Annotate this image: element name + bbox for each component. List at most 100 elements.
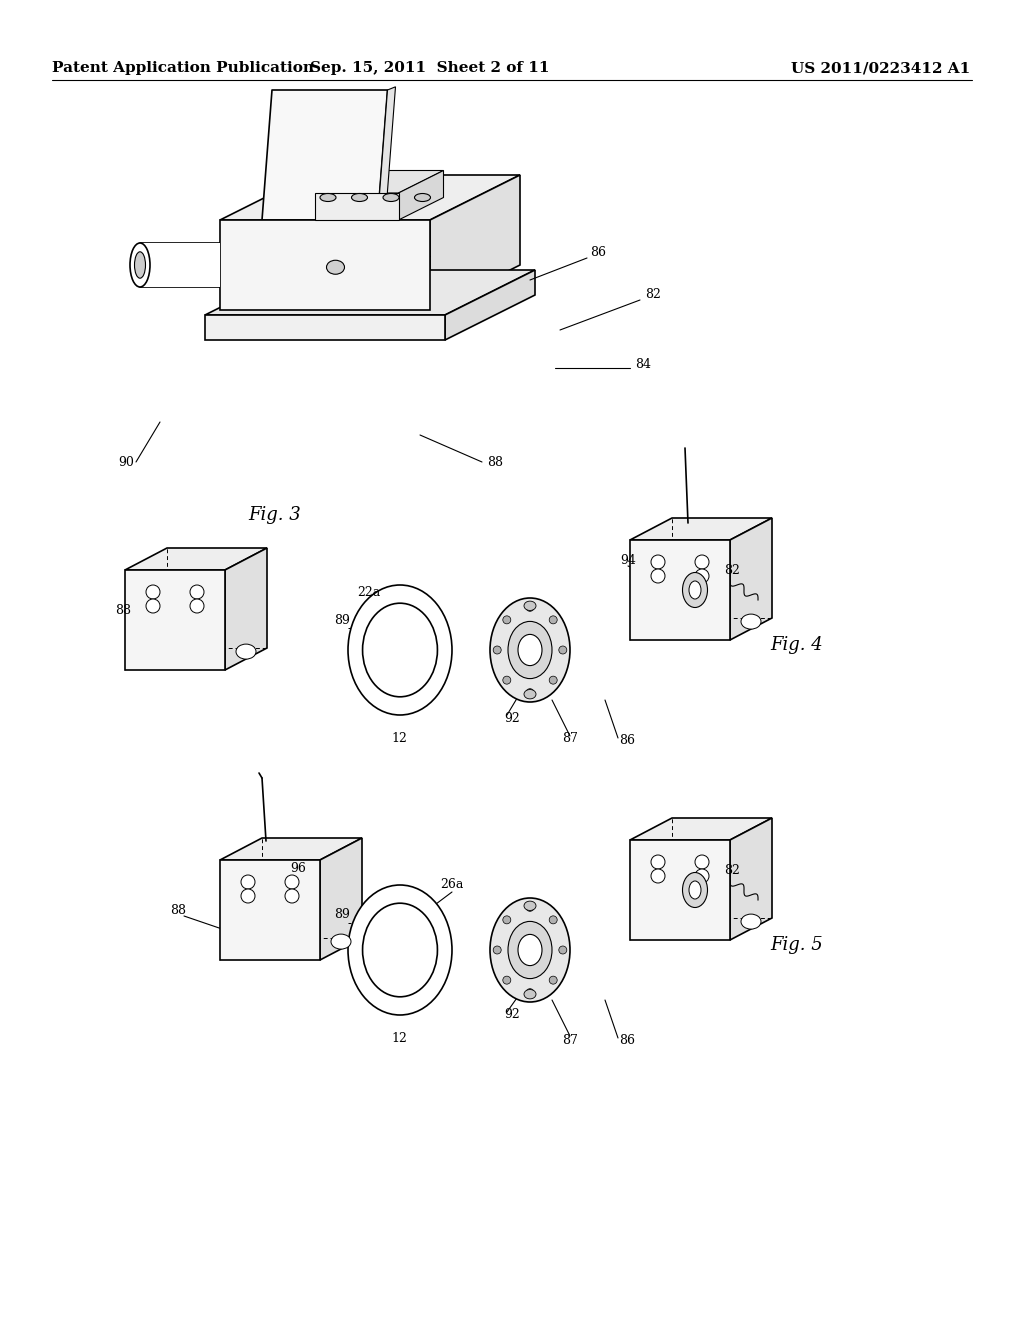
Polygon shape bbox=[262, 90, 387, 220]
Polygon shape bbox=[140, 243, 220, 286]
Circle shape bbox=[503, 916, 511, 924]
Text: 87: 87 bbox=[562, 1034, 578, 1047]
Ellipse shape bbox=[348, 585, 452, 715]
Text: 12: 12 bbox=[391, 731, 407, 744]
Ellipse shape bbox=[331, 935, 351, 949]
Circle shape bbox=[549, 676, 557, 684]
Ellipse shape bbox=[741, 614, 761, 630]
Polygon shape bbox=[630, 517, 772, 540]
Circle shape bbox=[503, 676, 511, 684]
Circle shape bbox=[285, 875, 299, 888]
Polygon shape bbox=[220, 861, 319, 960]
Text: Patent Application Publication: Patent Application Publication bbox=[52, 61, 314, 75]
Circle shape bbox=[651, 869, 665, 883]
Ellipse shape bbox=[319, 194, 336, 202]
Text: 84: 84 bbox=[635, 359, 651, 371]
Ellipse shape bbox=[362, 903, 437, 997]
Ellipse shape bbox=[683, 573, 708, 607]
Polygon shape bbox=[630, 540, 730, 640]
Ellipse shape bbox=[518, 935, 542, 966]
Text: 12: 12 bbox=[391, 1031, 407, 1044]
Text: Fig. 4: Fig. 4 bbox=[770, 636, 822, 653]
Text: 82: 82 bbox=[724, 863, 740, 876]
Text: 82: 82 bbox=[724, 564, 740, 577]
Ellipse shape bbox=[327, 260, 344, 275]
Polygon shape bbox=[730, 517, 772, 640]
Circle shape bbox=[241, 888, 255, 903]
Text: Fig. 3: Fig. 3 bbox=[249, 506, 301, 524]
Polygon shape bbox=[378, 87, 395, 220]
Text: 90: 90 bbox=[118, 455, 134, 469]
Circle shape bbox=[285, 888, 299, 903]
Ellipse shape bbox=[524, 990, 536, 999]
Polygon shape bbox=[319, 838, 362, 960]
Ellipse shape bbox=[362, 603, 437, 697]
Circle shape bbox=[549, 977, 557, 985]
Circle shape bbox=[190, 599, 204, 612]
Circle shape bbox=[651, 554, 665, 569]
Polygon shape bbox=[205, 271, 535, 315]
Ellipse shape bbox=[524, 902, 536, 911]
Ellipse shape bbox=[415, 194, 430, 202]
Ellipse shape bbox=[741, 913, 761, 929]
Ellipse shape bbox=[490, 598, 570, 702]
Circle shape bbox=[549, 916, 557, 924]
Ellipse shape bbox=[351, 194, 368, 202]
Text: Sep. 15, 2011  Sheet 2 of 11: Sep. 15, 2011 Sheet 2 of 11 bbox=[310, 61, 550, 75]
Ellipse shape bbox=[130, 243, 150, 286]
Circle shape bbox=[526, 603, 534, 611]
Polygon shape bbox=[730, 818, 772, 940]
Polygon shape bbox=[630, 840, 730, 940]
Text: 96: 96 bbox=[290, 862, 306, 874]
Ellipse shape bbox=[508, 921, 552, 978]
Circle shape bbox=[559, 645, 567, 653]
Circle shape bbox=[503, 616, 511, 624]
Text: 86: 86 bbox=[618, 734, 635, 747]
Circle shape bbox=[494, 645, 501, 653]
Circle shape bbox=[695, 869, 709, 883]
Polygon shape bbox=[125, 548, 267, 570]
Circle shape bbox=[695, 554, 709, 569]
Text: 86: 86 bbox=[618, 1034, 635, 1047]
Circle shape bbox=[651, 855, 665, 869]
Circle shape bbox=[526, 689, 534, 697]
Circle shape bbox=[190, 585, 204, 599]
Circle shape bbox=[526, 989, 534, 997]
Circle shape bbox=[503, 977, 511, 985]
Ellipse shape bbox=[236, 644, 256, 659]
Text: 89: 89 bbox=[334, 908, 350, 921]
Circle shape bbox=[695, 855, 709, 869]
Polygon shape bbox=[445, 271, 535, 341]
Ellipse shape bbox=[518, 635, 542, 665]
Ellipse shape bbox=[689, 880, 701, 899]
Polygon shape bbox=[205, 315, 445, 341]
Circle shape bbox=[651, 569, 665, 583]
Ellipse shape bbox=[383, 194, 399, 202]
Circle shape bbox=[526, 903, 534, 911]
Text: 88: 88 bbox=[115, 603, 131, 616]
Ellipse shape bbox=[134, 252, 145, 279]
Polygon shape bbox=[125, 570, 225, 671]
Ellipse shape bbox=[524, 689, 536, 698]
Polygon shape bbox=[398, 170, 443, 220]
Text: US 2011/0223412 A1: US 2011/0223412 A1 bbox=[791, 61, 970, 75]
Polygon shape bbox=[314, 193, 398, 220]
Polygon shape bbox=[630, 818, 772, 840]
Text: 82: 82 bbox=[645, 289, 660, 301]
Polygon shape bbox=[220, 838, 362, 861]
Polygon shape bbox=[220, 176, 520, 220]
Text: 92: 92 bbox=[504, 711, 520, 725]
Polygon shape bbox=[220, 220, 430, 310]
Text: 94: 94 bbox=[620, 553, 636, 566]
Ellipse shape bbox=[348, 884, 452, 1015]
Circle shape bbox=[146, 599, 160, 612]
Ellipse shape bbox=[683, 873, 708, 908]
Circle shape bbox=[559, 946, 567, 954]
Circle shape bbox=[146, 585, 160, 599]
Text: 88: 88 bbox=[170, 903, 186, 916]
Ellipse shape bbox=[524, 601, 536, 610]
Text: 87: 87 bbox=[562, 731, 578, 744]
Text: 86: 86 bbox=[590, 246, 606, 259]
Text: 92: 92 bbox=[504, 1008, 520, 1022]
Ellipse shape bbox=[689, 581, 701, 599]
